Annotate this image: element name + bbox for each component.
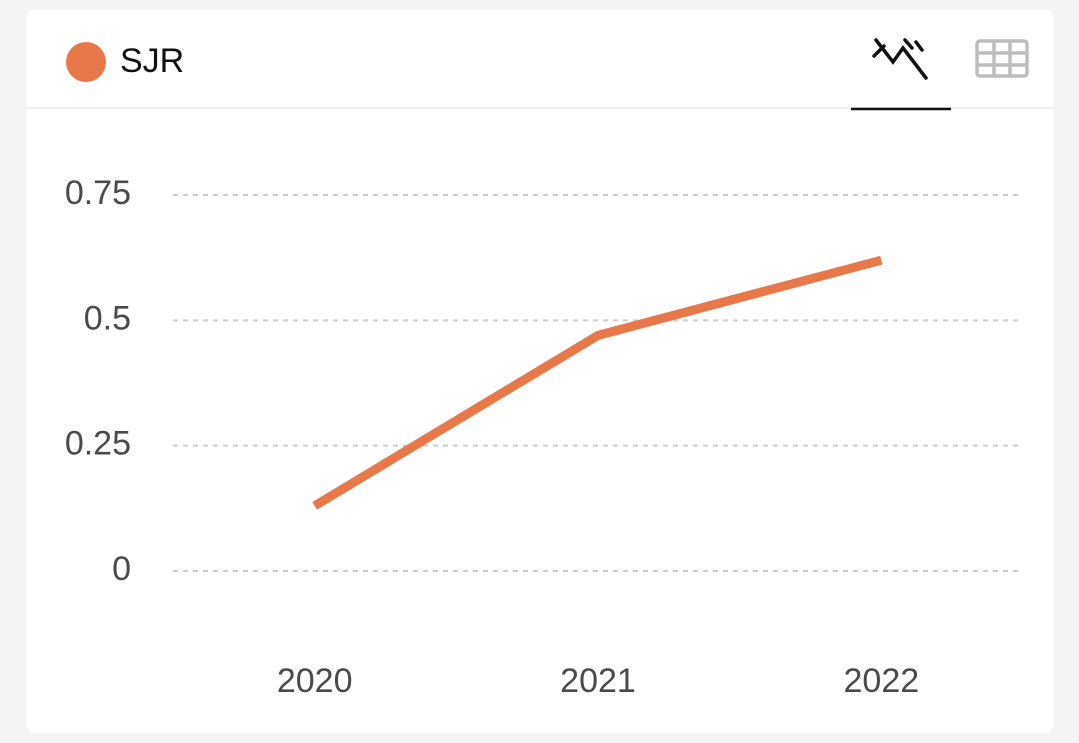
y-tick-label: 0.5: [84, 299, 131, 337]
table-view-toggle[interactable]: [975, 39, 1029, 78]
x-tick-label: 2022: [844, 662, 920, 700]
table-icon: [975, 39, 1029, 78]
line-view-toggle[interactable]: [851, 38, 951, 111]
line-icon: [872, 38, 928, 80]
y-tick-label: 0.75: [65, 174, 131, 212]
y-tick-label: 0: [112, 550, 131, 588]
x-tick-label: 2021: [560, 662, 636, 700]
legend-label: SJR: [120, 42, 184, 80]
y-tick-label: 0.25: [65, 425, 131, 463]
legend-dot: [66, 42, 106, 82]
legend-item[interactable]: SJR: [66, 42, 184, 82]
x-tick-label: 2020: [277, 662, 353, 700]
data-line: [312, 255, 883, 510]
